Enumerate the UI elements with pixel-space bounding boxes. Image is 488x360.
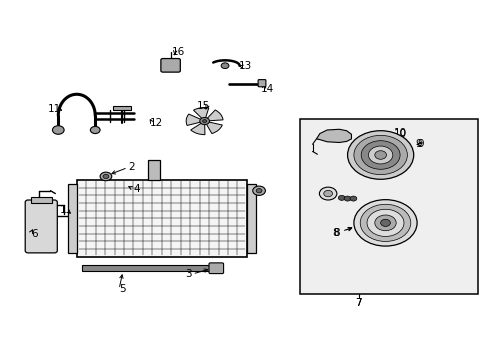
Wedge shape xyxy=(186,114,204,126)
Text: 7: 7 xyxy=(355,298,361,308)
Text: 10: 10 xyxy=(393,128,406,138)
Bar xyxy=(113,106,130,111)
Circle shape xyxy=(366,209,403,237)
Text: 2: 2 xyxy=(128,162,135,172)
Circle shape xyxy=(100,172,112,181)
Circle shape xyxy=(361,141,399,169)
Text: 7: 7 xyxy=(355,298,361,308)
FancyBboxPatch shape xyxy=(258,80,265,87)
Circle shape xyxy=(103,174,109,179)
Circle shape xyxy=(256,189,262,193)
Bar xyxy=(81,265,210,271)
Circle shape xyxy=(252,186,265,195)
Text: 14: 14 xyxy=(261,84,274,94)
Circle shape xyxy=(353,135,407,175)
Text: 8: 8 xyxy=(333,228,340,238)
Bar xyxy=(246,184,255,253)
FancyBboxPatch shape xyxy=(161,59,180,72)
Polygon shape xyxy=(316,129,351,143)
Circle shape xyxy=(368,146,392,164)
Text: 4: 4 xyxy=(133,184,140,194)
Circle shape xyxy=(323,190,332,197)
Text: 9: 9 xyxy=(416,139,423,149)
Text: 9: 9 xyxy=(414,139,421,149)
FancyBboxPatch shape xyxy=(25,200,57,253)
Circle shape xyxy=(319,187,336,200)
Circle shape xyxy=(380,219,389,226)
Text: 3: 3 xyxy=(185,269,191,279)
Bar xyxy=(300,119,477,294)
Text: 1: 1 xyxy=(60,205,66,215)
Circle shape xyxy=(374,151,386,159)
Circle shape xyxy=(90,126,100,134)
Bar xyxy=(148,160,160,180)
Text: 10: 10 xyxy=(393,129,406,139)
Text: 15: 15 xyxy=(196,102,209,111)
Wedge shape xyxy=(193,108,208,121)
Circle shape xyxy=(347,131,413,179)
Bar xyxy=(68,184,77,253)
Circle shape xyxy=(374,215,395,231)
Circle shape xyxy=(353,200,416,246)
Text: 6: 6 xyxy=(31,229,38,239)
Wedge shape xyxy=(204,110,223,121)
Text: 16: 16 xyxy=(172,47,185,57)
Circle shape xyxy=(360,204,410,242)
Circle shape xyxy=(202,120,206,122)
Circle shape xyxy=(221,63,228,68)
Text: 11: 11 xyxy=(48,104,61,113)
Circle shape xyxy=(338,195,345,201)
Circle shape xyxy=(52,126,64,134)
Text: 12: 12 xyxy=(149,118,163,128)
Circle shape xyxy=(344,196,350,201)
Wedge shape xyxy=(204,121,222,134)
Text: 13: 13 xyxy=(238,62,252,71)
Circle shape xyxy=(349,196,356,201)
Bar xyxy=(31,197,52,203)
Wedge shape xyxy=(190,121,204,135)
FancyBboxPatch shape xyxy=(208,263,223,274)
Bar xyxy=(77,180,246,257)
Text: 8: 8 xyxy=(332,228,339,238)
Circle shape xyxy=(200,117,209,125)
Text: 5: 5 xyxy=(120,284,126,294)
